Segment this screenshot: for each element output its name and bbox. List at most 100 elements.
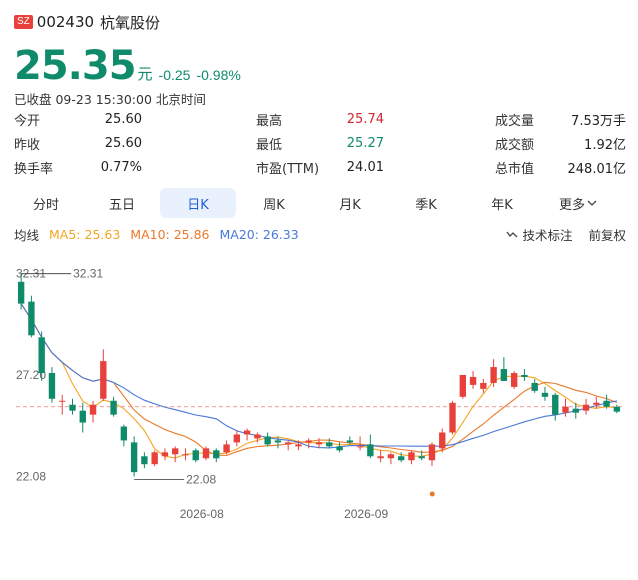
- candle-body: [182, 454, 189, 456]
- stat-label: 成交额: [495, 137, 535, 153]
- ma-item-1: MA10: 25.86: [130, 226, 210, 242]
- tab-4[interactable]: 月K: [312, 188, 388, 218]
- chevron-down-icon: [587, 200, 597, 206]
- stock-code: 002430: [36, 13, 95, 31]
- chart-tools: 技术标注 前复权: [506, 225, 626, 244]
- candle-body: [397, 456, 405, 461]
- current-price: 25.35: [14, 43, 137, 89]
- tab-label: 月K: [339, 197, 361, 213]
- stat-item: 昨收 25.60: [14, 132, 142, 154]
- candle-body: [603, 400, 610, 407]
- tab-7[interactable]: 更多: [540, 188, 616, 218]
- stock-name: 杭氧股份: [100, 13, 161, 32]
- stat-label: 昨收: [14, 137, 41, 153]
- candle-body: [172, 448, 179, 455]
- candle-body: [100, 361, 107, 399]
- candle-body: [151, 452, 158, 465]
- candle-body: [120, 426, 128, 441]
- stat-value: 248.01亿: [567, 161, 627, 177]
- candle-body: [305, 440, 312, 443]
- candle-body: [326, 442, 333, 447]
- candle-body: [223, 444, 230, 453]
- tab-6[interactable]: 年K: [464, 188, 540, 218]
- candle-body: [418, 456, 425, 459]
- price-change-percent: -0.98%: [196, 67, 241, 83]
- candle-body: [552, 394, 559, 415]
- tab-1[interactable]: 五日: [84, 188, 160, 218]
- candle-body: [490, 367, 497, 383]
- candle-body: [17, 281, 25, 304]
- candle-body: [480, 382, 487, 389]
- stat-item: 换手率 0.77%: [14, 156, 142, 178]
- candle-body: [38, 337, 45, 374]
- candle-body: [202, 448, 210, 459]
- x-tick-label: 2026-08: [180, 507, 224, 521]
- adjust-button[interactable]: 前复权: [588, 227, 626, 243]
- tab-label: 五日: [108, 197, 135, 213]
- stat-label: 今开: [14, 113, 41, 129]
- candle-body: [377, 456, 384, 459]
- candle-body: [59, 400, 66, 402]
- stat-item: 最高 25.74: [256, 108, 384, 130]
- candle-body: [89, 404, 97, 415]
- min-value-label: 22.08: [186, 473, 216, 487]
- y-tick-label: 22.08: [16, 470, 46, 484]
- candle-body: [274, 440, 282, 443]
- market-status: 已收盘 09-23 15:30:00 北京时间: [14, 92, 206, 107]
- candle-body: [387, 454, 395, 459]
- stat-value: 25.74: [346, 111, 384, 127]
- tab-0[interactable]: 分时: [8, 188, 84, 218]
- candle-body: [541, 392, 549, 397]
- ma-item-0: MA5: 25.63: [49, 226, 121, 242]
- tab-label: 年K: [491, 197, 513, 213]
- candle-body: [254, 434, 261, 439]
- price-change: -0.25: [158, 67, 191, 83]
- tab-5[interactable]: 季K: [388, 188, 464, 218]
- ma10-line: [20, 303, 618, 457]
- ma-label: 均线: [14, 227, 40, 243]
- candle-body: [79, 410, 86, 423]
- tab-label: 日K: [187, 197, 209, 213]
- candle-body: [213, 450, 220, 459]
- candle-body: [510, 373, 518, 387]
- candle-body: [243, 430, 251, 435]
- stat-value: 1.92亿: [584, 137, 626, 153]
- candle-body: [449, 402, 456, 433]
- candle-body: [192, 450, 199, 461]
- candle-body: [613, 406, 621, 412]
- candle-body: [459, 374, 466, 397]
- trend-icon: [506, 231, 518, 238]
- candle-body: [285, 442, 292, 445]
- candle-body: [130, 442, 138, 473]
- candle-body: [295, 444, 302, 447]
- candle-body: [408, 452, 415, 461]
- ma-items: MA5: 25.63 MA10: 25.86 MA20: 26.33: [49, 227, 309, 242]
- candle-body: [28, 301, 35, 336]
- tab-2[interactable]: 日K: [160, 188, 236, 218]
- stat-item: 今开 25.60: [14, 108, 142, 130]
- stat-value: 24.01: [346, 159, 384, 175]
- candle-body: [48, 373, 56, 399]
- candle-body: [531, 382, 538, 391]
- candle-body: [69, 404, 76, 411]
- candle-body: [521, 374, 528, 377]
- event-marker: [429, 491, 435, 497]
- candle-body: [582, 404, 590, 411]
- candle-body: [346, 440, 353, 443]
- tab-label: 季K: [415, 197, 437, 213]
- stat-value: 0.77%: [100, 159, 142, 175]
- stat-item: 市盈(TTM) 24.01: [256, 156, 384, 178]
- stat-value: 25.60: [104, 135, 142, 151]
- tech-annotation-toggle[interactable]: 技术标注: [506, 225, 572, 244]
- candle-body: [593, 402, 600, 405]
- stat-label: 成交量: [495, 113, 535, 129]
- stat-item: 成交额 1.92亿: [495, 132, 626, 154]
- stat-label: 总市值: [495, 161, 535, 177]
- candle-body: [315, 442, 323, 445]
- tab-3[interactable]: 周K: [236, 188, 312, 218]
- candle-body: [562, 406, 569, 413]
- period-tabs: 分时 五日 日K 周K 月K 季K 年K 更多: [8, 188, 630, 218]
- candle-body: [428, 444, 436, 461]
- ma-item-2: MA20: 26.33: [219, 226, 299, 242]
